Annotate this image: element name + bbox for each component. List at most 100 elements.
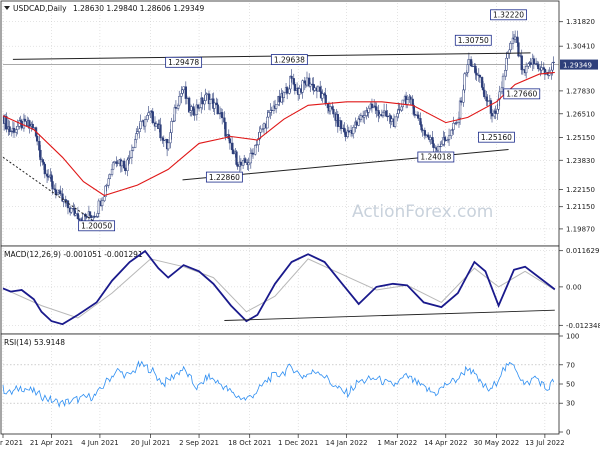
axis-layer: 8 Mar 2021 21 Apr 2021 4 Jun 2021 20 Jul 20… [0, 18, 600, 447]
candle-body [393, 116, 397, 127]
candle-body [489, 100, 493, 114]
price-tick-label: 1.30410 [566, 43, 595, 51]
candle-body [239, 161, 243, 166]
candle-body [180, 93, 183, 97]
price-plot: 1.32220 1.30750 1.29478 1.29638 1.27660 1.251… [2, 9, 555, 232]
candle-body [444, 139, 447, 141]
candle-body [363, 115, 366, 118]
price-annotation-box [165, 56, 203, 68]
candle-body [420, 124, 423, 131]
candle-body [390, 118, 393, 122]
candle-body [282, 92, 286, 98]
candle-body [139, 121, 142, 130]
candle-body [386, 116, 389, 118]
candle-body [178, 96, 181, 106]
candle-body [8, 126, 11, 133]
candle-body [326, 103, 330, 109]
candle-body [42, 161, 45, 165]
candle-body [505, 57, 508, 71]
candle-body [181, 89, 184, 94]
candle-body [51, 181, 54, 190]
candle-body [228, 138, 232, 144]
candle-body [378, 114, 381, 117]
candle-body [321, 93, 324, 99]
current-price-box [560, 59, 598, 70]
candle-body [23, 118, 27, 122]
candle-body [305, 77, 309, 86]
candle-body [486, 100, 489, 102]
candle-body [406, 99, 409, 105]
candle-body [159, 124, 162, 139]
candle-body [197, 107, 201, 109]
candle-body [241, 160, 245, 166]
candle-body [247, 162, 250, 165]
candle-body [367, 107, 370, 113]
price-tick-label: 1.26510 [566, 110, 595, 118]
candle-body [270, 109, 273, 111]
macd-tick-label: 0.00 [566, 283, 582, 291]
candle-body [120, 160, 124, 167]
candle-body [151, 111, 154, 124]
candle-body [126, 159, 129, 172]
candle-body [215, 102, 218, 106]
candle-body [455, 122, 458, 124]
candle-body [370, 103, 374, 109]
candle-body [93, 215, 96, 218]
candle-body [490, 113, 494, 117]
candle-body [478, 74, 482, 78]
candle-body [382, 110, 386, 113]
x-tick-label: 4 Jun 2021 [81, 439, 119, 447]
candle-body [347, 130, 350, 133]
candle-body [66, 200, 70, 209]
candle-body [457, 117, 461, 123]
candle-body [517, 42, 520, 57]
candle-body [70, 208, 73, 213]
candle-body [458, 100, 462, 119]
candle-body [447, 135, 451, 140]
price-annotation-box [478, 131, 515, 143]
candle-body [288, 88, 291, 94]
price-annotation-box [78, 220, 116, 232]
candle-body [77, 218, 81, 221]
candle-body [136, 131, 139, 134]
candle-body [542, 67, 545, 70]
candle-body [467, 59, 471, 65]
candle-body [419, 118, 422, 125]
price-annotation-box [503, 88, 541, 100]
x-tick-label: 14 Apr 2022 [424, 439, 467, 447]
candle-body [213, 102, 216, 109]
price-annotation-box [417, 151, 455, 163]
candle-body [193, 114, 196, 116]
candle-body [103, 196, 106, 202]
candle-body [426, 134, 430, 138]
candle-body [375, 106, 378, 111]
candle-body [301, 80, 304, 93]
candle-body [143, 119, 147, 127]
candle-body [221, 112, 224, 119]
candle-body [254, 144, 257, 155]
price-annotation-label: 1.32220 [493, 10, 524, 19]
candle-body [162, 139, 165, 142]
x-tick-label: 8 Mar 2021 [0, 439, 23, 447]
candle-body [266, 116, 269, 129]
candle-body [113, 161, 116, 164]
candle-body [230, 142, 234, 151]
candle-body [232, 149, 235, 155]
candle-body [339, 120, 343, 129]
candle-body [466, 64, 469, 73]
candle-body [235, 151, 238, 165]
candle-body [469, 59, 473, 67]
rsi-tick-label: 100 [566, 333, 579, 341]
x-tick-label: 1 Mar 2022 [377, 439, 417, 447]
candle-body [344, 131, 347, 138]
candle-body [332, 108, 335, 115]
price-tick-label: 1.31820 [566, 18, 595, 26]
candle-body [96, 213, 99, 217]
candle-body [424, 134, 428, 136]
candle-body [76, 213, 80, 219]
candle-body [205, 93, 208, 96]
candle-body [501, 75, 505, 89]
candle-body [267, 112, 270, 118]
candle-body [259, 128, 262, 133]
